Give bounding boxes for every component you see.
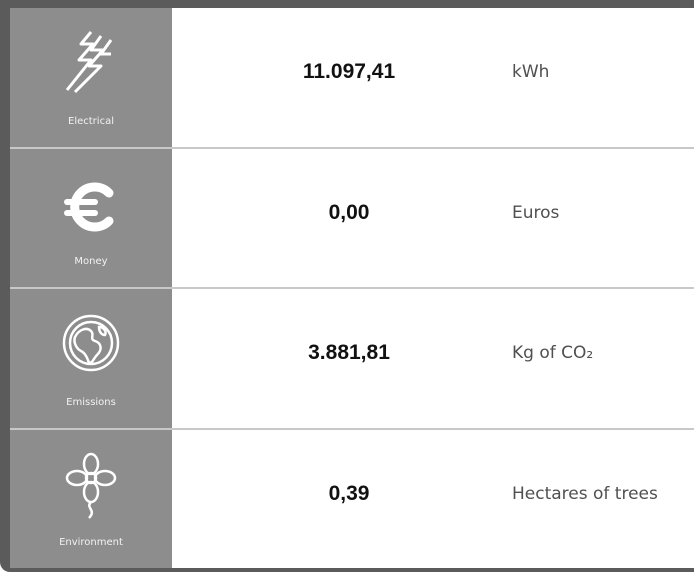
flower-icon [65,452,117,519]
row: Money 0,00 Euros [10,146,694,287]
row-label: Emissions [66,396,116,408]
row: Electrical 11.097,41 kWh [10,8,694,147]
euro-icon [64,182,114,231]
icon-cell: Emissions [10,289,172,428]
row: Environment 0,39 Hectares of trees [10,427,694,568]
icon-cell: Environment [10,429,172,568]
row-unit: Kg of CO₂ [512,343,594,364]
row-label: Electrical [68,115,114,127]
icon-cell: Electrical [10,8,172,147]
row-value: 0,39 [328,481,370,505]
lightning-icon [65,31,113,94]
row-value: 3.881,81 [308,341,390,365]
row-unit: kWh [512,62,550,83]
row-label: Environment [59,537,123,548]
row-label: Money [74,256,108,267]
row-unit: Hectares of trees [512,483,658,504]
icon-cell: Money [10,148,172,287]
globe-icon [62,314,120,372]
row-unit: Euros [512,202,560,223]
row-value: 0,00 [328,200,370,224]
row-value: 11.097,41 [302,60,396,84]
row: Emissions 3.881,81 Kg of CO₂ [10,287,694,428]
